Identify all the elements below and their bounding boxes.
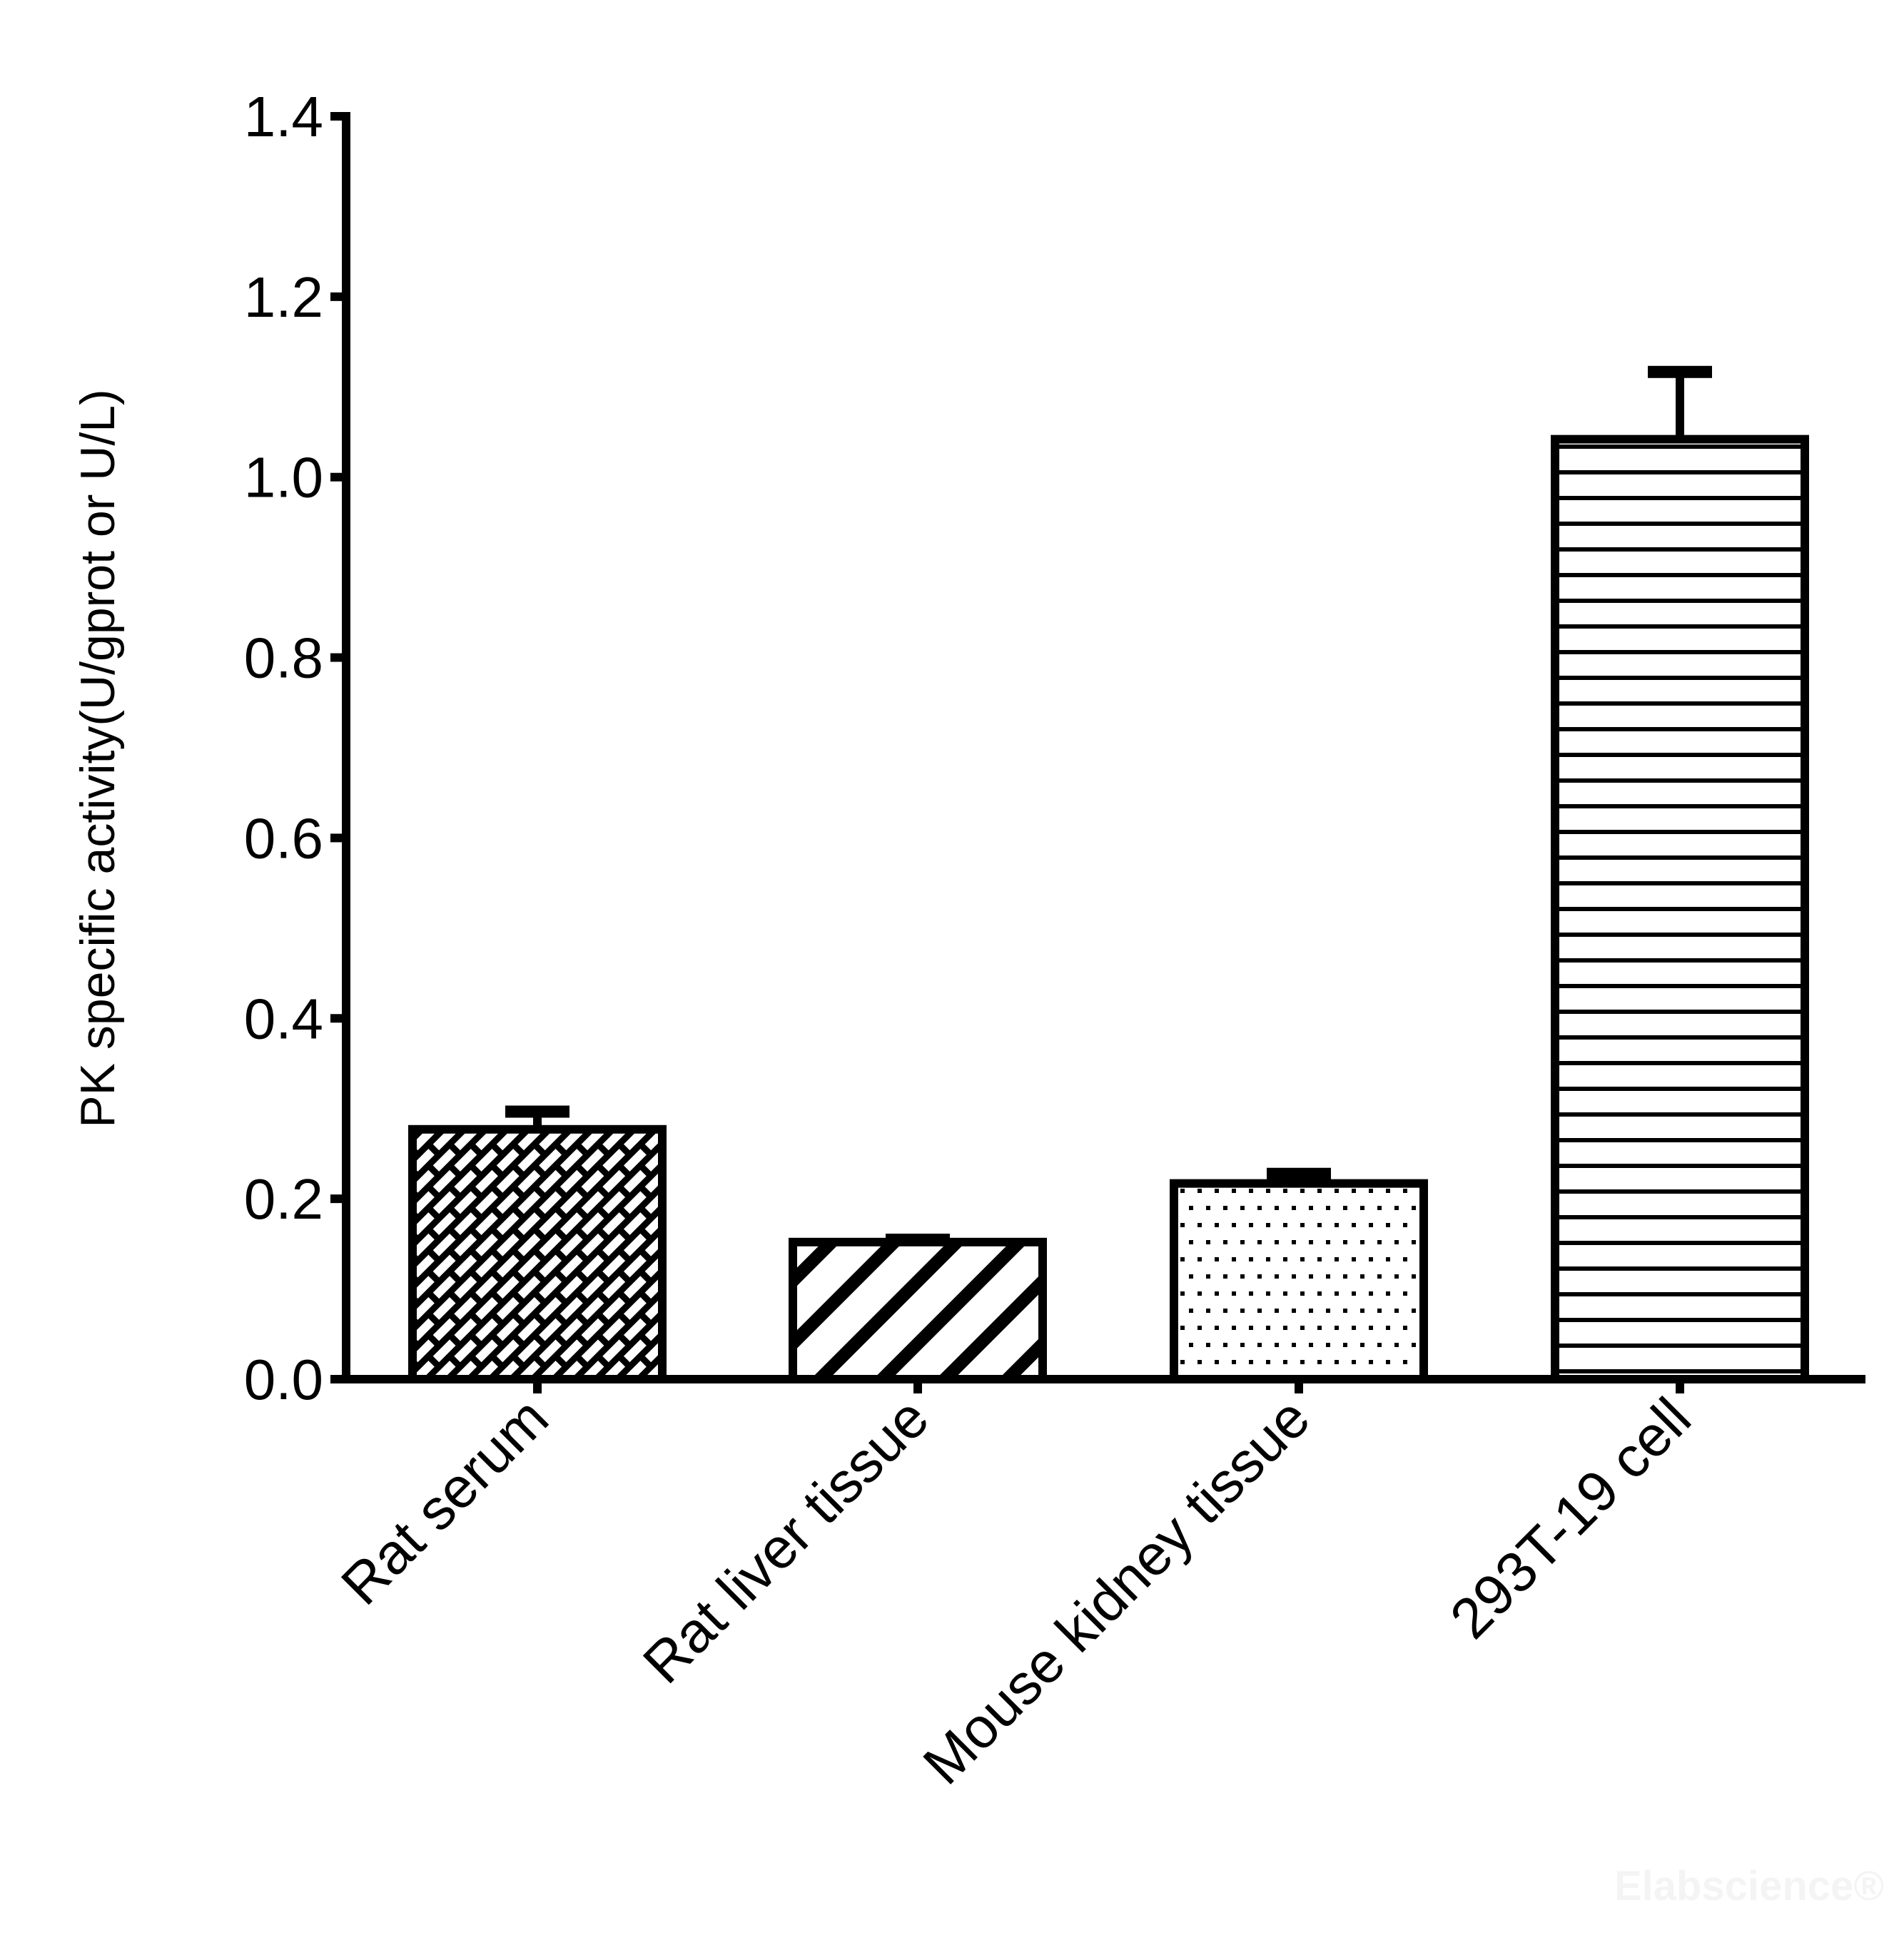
- bar-mouse-kidney-tissue: [1170, 1167, 1428, 1384]
- error-bar-cap: [1648, 365, 1712, 378]
- x-axis-line: [342, 1375, 1865, 1383]
- y-tick-label: 0.6: [244, 806, 323, 870]
- x-tick-label: Rat liver tissue: [631, 1386, 941, 1695]
- bar-rect: [408, 1124, 667, 1383]
- bar-rat-liver-tissue: [789, 1234, 1047, 1384]
- bar-rect: [1551, 435, 1809, 1383]
- y-tick: [330, 1194, 345, 1204]
- y-tick: [330, 833, 345, 843]
- y-axis-label: PK specific activity(U/gprot or U/L): [71, 389, 125, 1127]
- x-tick: [1676, 1383, 1684, 1393]
- y-tick-label: 0.4: [244, 987, 323, 1050]
- bar-rat-serum: [408, 1105, 667, 1383]
- x-tick: [533, 1383, 542, 1393]
- y-tick-label: 0.2: [244, 1167, 323, 1231]
- bar-293t-19-cell: [1551, 365, 1809, 1383]
- error-bar-cap: [505, 1105, 569, 1118]
- bar-rect: [789, 1237, 1047, 1384]
- x-tick-label: Rat serum: [329, 1386, 560, 1617]
- y-tick-label: 1.2: [244, 265, 323, 329]
- x-tick-label: Mouse kidney tissue: [911, 1386, 1322, 1796]
- x-tick-label: 293T-19 cell: [1438, 1386, 1703, 1650]
- x-tick: [913, 1383, 922, 1393]
- x-axis: [342, 1375, 1865, 1393]
- y-tick: [330, 653, 345, 662]
- x-tick: [1295, 1383, 1303, 1393]
- y-tick: [330, 1014, 345, 1023]
- y-tick-label: 0.8: [244, 626, 323, 690]
- y-tick: [330, 1375, 345, 1383]
- y-tick-label: 1.0: [244, 446, 323, 509]
- error-bar-stem: [1676, 371, 1684, 440]
- y-tick-label: 0.0: [244, 1348, 323, 1411]
- y-tick: [330, 112, 345, 121]
- bar-rect: [1170, 1179, 1428, 1384]
- watermark-logo: Elabscience®: [1614, 1863, 1885, 1909]
- y-axis: 0.0 0.2 0.4 0.6 0.8 1.0 1.2 1.4: [244, 85, 350, 1411]
- y-axis-line: [342, 112, 350, 1383]
- bars-group: [408, 365, 1809, 1384]
- y-tick: [330, 292, 345, 301]
- error-bar-cap: [1267, 1167, 1331, 1180]
- y-tick-label: 1.4: [244, 85, 323, 148]
- y-tick: [330, 472, 345, 482]
